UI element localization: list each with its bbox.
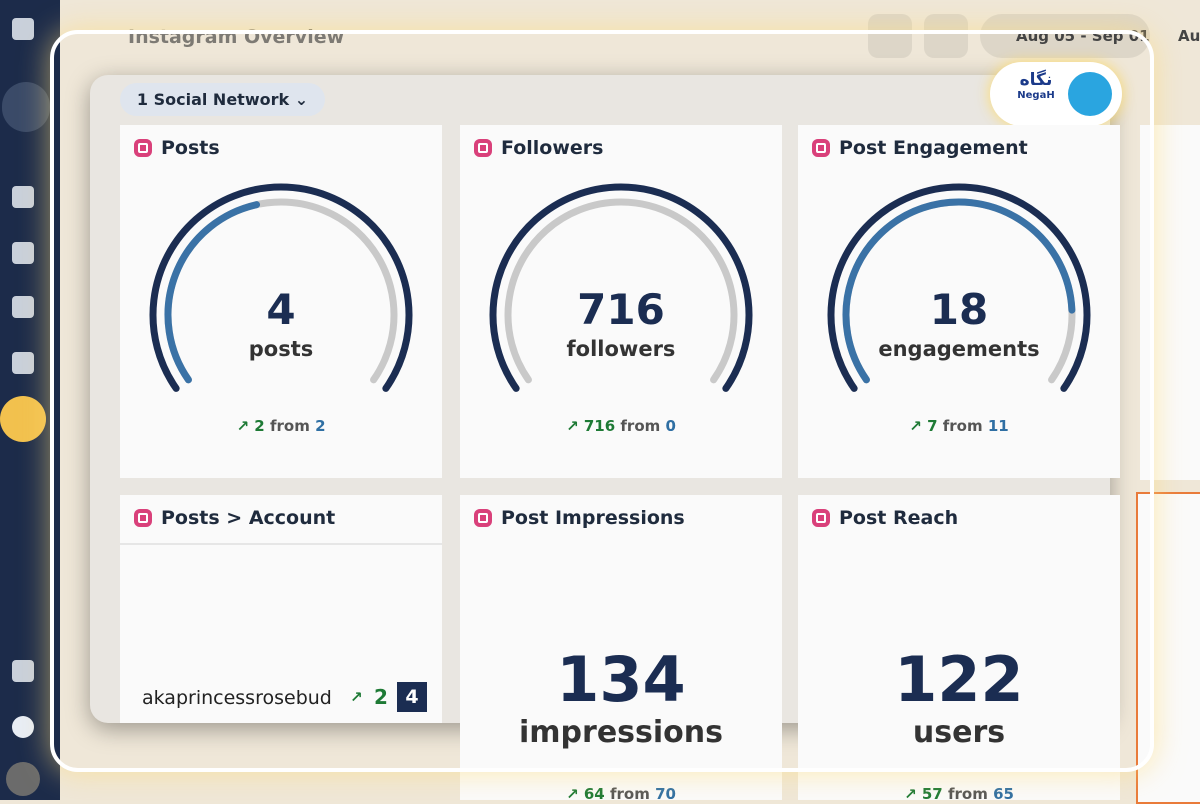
- card-title: Post Engagement: [812, 137, 1028, 159]
- gauge-outer: [489, 183, 753, 392]
- gauge-card: Followers 716 followers ↗ 716 from 0: [460, 125, 782, 478]
- nav-analytics[interactable]: [0, 396, 46, 442]
- metric-unit: engagements: [878, 337, 1040, 361]
- watermark-brand: NegaH: [1017, 90, 1055, 101]
- gauge-outer: [827, 183, 1091, 392]
- gauge-track: [504, 198, 738, 384]
- export-button[interactable]: [868, 14, 912, 58]
- instagram-icon: [474, 509, 492, 527]
- watermark-icon: [1068, 72, 1112, 116]
- card-title: Post Impressions: [474, 507, 685, 529]
- account-change: 2: [374, 685, 388, 709]
- metric-value: 134: [556, 643, 686, 716]
- gauge-card: Posts 4 posts ↗ 2 from 2: [120, 125, 442, 478]
- title-text: Post Engagement: [839, 137, 1028, 159]
- previous-value: 65: [993, 785, 1014, 803]
- metric-unit: posts: [248, 337, 314, 361]
- instagram-icon: [134, 139, 152, 157]
- instagram-icon: [134, 509, 152, 527]
- title-text: Post Reach: [839, 507, 959, 529]
- title-text: Followers: [501, 137, 604, 159]
- instagram-icon: [812, 139, 830, 157]
- change-value: 7: [927, 417, 938, 435]
- change: ↗ 7 from 11: [798, 417, 1120, 435]
- card-title: Followers: [474, 137, 603, 159]
- arrow: ↗: [566, 417, 584, 435]
- gauge-outer: [149, 183, 413, 392]
- filter-label: 1 Social Network: [136, 90, 290, 109]
- change-value: 2: [254, 417, 265, 435]
- divider: [120, 543, 442, 545]
- nav-inbox[interactable]: [12, 296, 34, 318]
- gauge-card: Post Engagement 18 engagements ↗ 7 from 11: [798, 125, 1120, 478]
- from-label: from: [942, 417, 983, 435]
- change: ↗ 57 from 65: [798, 785, 1120, 803]
- from-label: from: [269, 417, 310, 435]
- account-name: akaprincessrosebud: [142, 687, 332, 709]
- title-text: Posts > Account: [161, 507, 336, 529]
- from-label: from: [609, 785, 650, 803]
- arrow: ↗: [904, 785, 922, 803]
- gauge-fill: [842, 198, 1076, 384]
- change-value: 57: [921, 785, 943, 803]
- title-text: Post Impressions: [501, 507, 685, 529]
- logo-icon: [12, 18, 34, 40]
- metric-value: 4: [266, 285, 296, 334]
- previous-value: 2: [315, 417, 326, 435]
- metric-card: Post Reach 122 users ↗ 57 from 65: [798, 495, 1120, 803]
- calendar-button[interactable]: [924, 14, 968, 58]
- card-title: Posts > Account: [134, 507, 335, 529]
- from-label: from: [620, 417, 661, 435]
- title-text: Posts: [161, 137, 220, 159]
- account-count: 4: [397, 682, 427, 712]
- metric-unit: impressions: [519, 715, 723, 750]
- metric-value: 122: [894, 643, 1024, 716]
- card-title: Post Reach: [812, 507, 958, 529]
- compare-range[interactable]: Aug: [1178, 27, 1200, 45]
- compose-button[interactable]: [2, 82, 50, 132]
- from-label: from: [947, 785, 988, 803]
- arrow: ↗: [566, 785, 584, 803]
- change-value: 716: [583, 417, 616, 435]
- metric-value: 18: [929, 285, 989, 334]
- nav-dashboard[interactable]: [12, 186, 34, 208]
- arrow: ↗: [909, 417, 928, 435]
- arrow: ↗: [236, 417, 255, 435]
- watermark-text: نگاه: [1019, 70, 1053, 90]
- previous-value: 0: [665, 417, 676, 435]
- card-title: Posts: [134, 137, 220, 159]
- gauge: [489, 183, 753, 392]
- metric-card: Post Impressions 134 impressions ↗ 64 from …: [460, 495, 782, 803]
- instagram-icon: [812, 509, 830, 527]
- account-card: Posts > Account akaprincessrosebud ↗ 2 4: [120, 495, 442, 723]
- metric-unit: users: [912, 715, 1006, 750]
- help-button[interactable]: [12, 716, 34, 738]
- gauge: [149, 183, 413, 392]
- nav-assignments[interactable]: [12, 352, 34, 374]
- change: ↗ 716 from 0: [460, 417, 782, 435]
- nav-planner[interactable]: [12, 242, 34, 264]
- avatar[interactable]: [6, 762, 40, 796]
- nav-apps[interactable]: [12, 660, 34, 682]
- gauge-fill: [164, 201, 261, 384]
- metric-value: 716: [577, 285, 665, 334]
- change-value: 64: [583, 785, 605, 803]
- network-filter[interactable]: 1 Social Network ⌄: [120, 83, 325, 116]
- highlight-frame: [50, 30, 1154, 772]
- watermark: نگاه NegaH: [990, 62, 1122, 126]
- gauge: [827, 183, 1091, 392]
- change: ↗ 64 from 70: [460, 785, 782, 803]
- instagram-icon: [474, 139, 492, 157]
- arrow: ↗: [350, 688, 363, 706]
- change: ↗ 2 from 2: [120, 417, 442, 435]
- metric-unit: followers: [566, 337, 676, 361]
- previous-value: 70: [655, 785, 676, 803]
- previous-value: 11: [987, 417, 1009, 435]
